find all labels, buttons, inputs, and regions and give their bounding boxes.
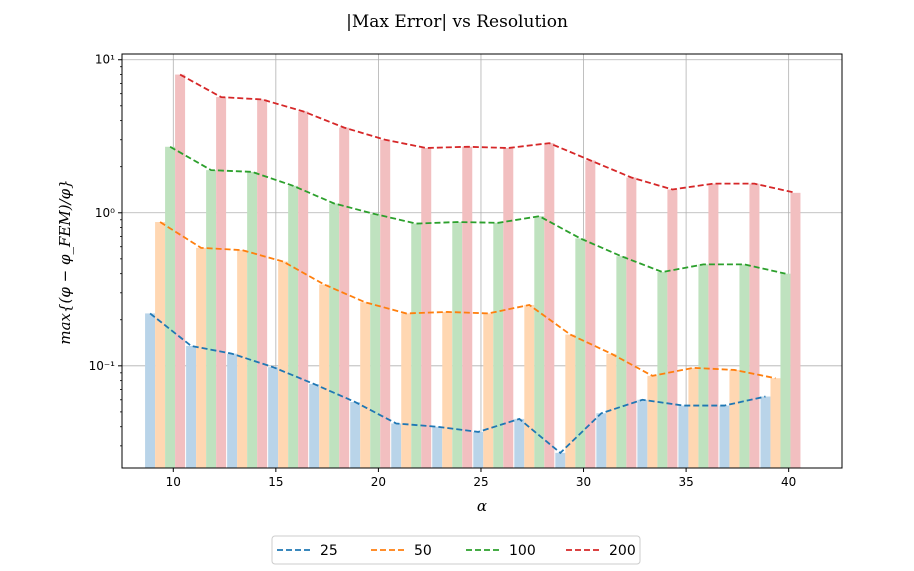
- bar-25: [350, 402, 361, 468]
- legend: 25 50 100 200: [271, 535, 641, 565]
- bar-50: [647, 375, 658, 468]
- bar-100: [739, 264, 750, 468]
- legend-label-200: 200: [609, 543, 636, 559]
- bar-200: [626, 177, 637, 468]
- bar-200: [503, 148, 514, 468]
- bar-50: [278, 261, 289, 468]
- bar-25: [309, 384, 320, 468]
- series-line-100: [169, 145, 786, 275]
- bar-200: [257, 99, 268, 468]
- x-axis-label: α: [477, 497, 487, 515]
- bar-50: [524, 304, 535, 468]
- bar-100: [780, 273, 791, 468]
- bar-200: [667, 189, 678, 468]
- bar-100: [616, 256, 627, 468]
- bar-25: [432, 426, 443, 468]
- bar-25: [227, 353, 238, 468]
- bar-50: [688, 367, 699, 468]
- bar-25: [596, 413, 607, 468]
- x-axis: 10 15 20 25 30 35 40: [166, 468, 796, 489]
- bar-50: [360, 302, 371, 468]
- bar-50: [155, 222, 166, 468]
- y-tick-label: 10⁰: [95, 206, 115, 220]
- bar-50: [237, 250, 248, 468]
- bar-100: [206, 170, 217, 468]
- bar-200: [380, 139, 391, 468]
- bar-25: [555, 452, 566, 468]
- bar-25: [760, 396, 771, 468]
- bar-100: [165, 146, 176, 469]
- bar-25: [514, 418, 525, 468]
- bar-100: [698, 264, 709, 468]
- bar-25: [473, 431, 484, 468]
- series-lines: [149, 73, 796, 455]
- legend-label-50: 50: [414, 543, 432, 559]
- bar-100: [288, 185, 299, 468]
- bar-50: [319, 284, 330, 468]
- bar-25: [719, 405, 730, 468]
- bar-200: [339, 127, 350, 469]
- bar-100: [493, 222, 504, 468]
- bar-200: [462, 146, 473, 469]
- bar-200: [216, 97, 227, 468]
- bar-100: [370, 214, 381, 468]
- y-tick-label: 10¹: [95, 53, 115, 67]
- bar-100: [247, 171, 258, 468]
- bar-200: [790, 192, 801, 469]
- bar-100: [534, 216, 545, 468]
- bar-25: [637, 399, 648, 468]
- x-tick-label: 25: [473, 475, 488, 489]
- bar-50: [401, 313, 412, 468]
- x-tick-label: 15: [268, 475, 283, 489]
- bar-50: [770, 378, 781, 468]
- bar-50: [729, 369, 740, 468]
- bar-50: [483, 313, 494, 468]
- bar-200: [585, 160, 596, 469]
- series-line-50: [159, 221, 776, 380]
- bar-100: [329, 203, 340, 468]
- series-line-25: [149, 312, 766, 455]
- bar-50: [196, 247, 207, 468]
- y-tick-label: 10⁻¹: [89, 359, 116, 373]
- bar-100: [411, 223, 422, 468]
- legend-label-100: 100: [509, 543, 536, 559]
- y-axis: 10⁻¹ 10⁰ 10¹: [89, 53, 122, 447]
- bar-25: [268, 367, 279, 468]
- bar-25: [391, 423, 402, 468]
- x-tick-label: 35: [678, 475, 693, 489]
- bar-25: [186, 345, 197, 468]
- series-line-200: [179, 73, 796, 194]
- bar-100: [657, 272, 668, 468]
- x-tick-label: 20: [371, 475, 386, 489]
- bar-100: [452, 222, 463, 468]
- bars: [145, 74, 801, 469]
- bar-200: [544, 143, 555, 468]
- x-tick-label: 10: [166, 475, 181, 489]
- bar-25: [145, 313, 156, 468]
- bar-200: [175, 74, 186, 469]
- bar-200: [421, 148, 432, 468]
- x-tick-label: 40: [781, 475, 796, 489]
- bar-50: [565, 334, 576, 468]
- bar-200: [708, 183, 719, 468]
- bar-200: [749, 183, 760, 468]
- bar-50: [442, 311, 453, 468]
- y-axis-label: max{(φ − φ_FEM)/φ}: [56, 179, 74, 344]
- bar-25: [678, 405, 689, 468]
- legend-box: [271, 535, 641, 565]
- bar-200: [298, 111, 309, 468]
- bar-100: [575, 238, 586, 468]
- legend-label-25: 25: [320, 543, 338, 559]
- x-tick-label: 30: [576, 475, 591, 489]
- plot-frame: [121, 53, 843, 469]
- chart-title: |Max Error| vs Resolution: [346, 12, 568, 32]
